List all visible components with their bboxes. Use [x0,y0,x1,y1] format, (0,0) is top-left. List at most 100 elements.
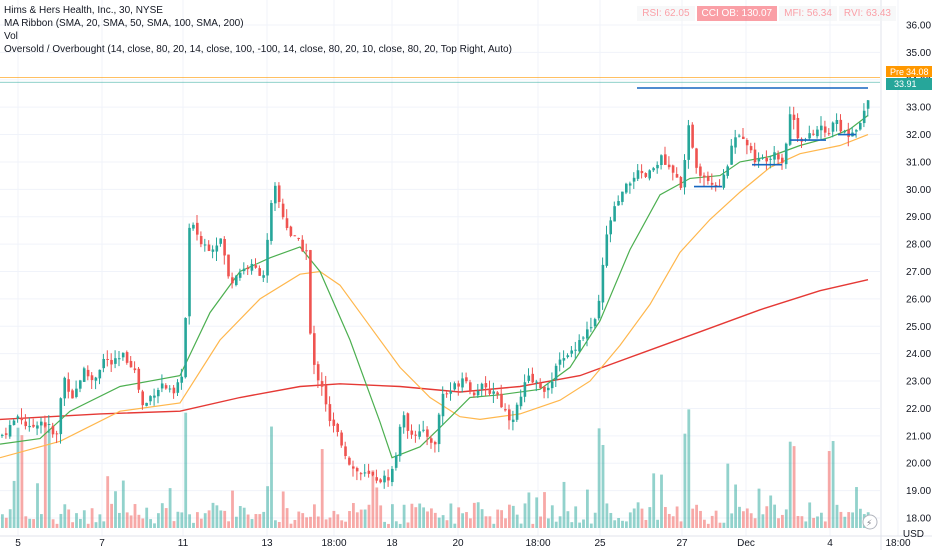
last-price-tag-box [886,78,932,90]
volume-bar [79,518,82,528]
rsi-badge: RSI: 62.05 [637,6,695,21]
sma200-line [0,279,869,421]
price-tag-layer: Pre 34.08 33.91 ⚡ [862,66,932,530]
volume-bar [609,512,613,528]
volume-bar [788,441,792,528]
candle-body [36,425,39,429]
volume-bar [258,514,262,528]
candle-body [277,185,281,202]
volume-bar [309,516,312,528]
y-tick-label: 21.00 [906,431,931,442]
volume-bar [617,518,620,528]
candle-body [765,157,768,162]
replay-icon[interactable] [862,514,878,530]
price-axis[interactable]: 18.00 19.00 20.00 21.00 22.00 23.00 24.00 25.00… [880,0,931,550]
volume-bar [86,523,90,528]
candle-body [207,244,211,252]
volume-bar [461,513,464,528]
volume-bar [328,517,332,528]
volume-bar [211,502,215,528]
volume-bar [628,512,632,528]
candle-body [652,168,655,171]
volume-bar [40,514,43,528]
candle-body [589,327,593,329]
candle-body [16,416,20,419]
candle-body [254,265,258,268]
candle-body [601,264,605,303]
volume-bar [480,509,484,528]
volume-bar [305,517,308,528]
volume-bar [188,514,191,528]
price-line-layer [0,77,880,83]
candle-body [313,333,316,365]
legend-ma-ribbon[interactable]: MA Ribbon (SMA, 20, SMA, 50, SMA, 100, S… [4,18,244,29]
volume-bar [613,520,617,528]
volume-bar [215,505,219,528]
volume-bar [348,511,351,528]
volume-bar [574,506,578,528]
legend-oversold-overbought[interactable]: Oversold / Overbought (14, close, 80, 20… [4,44,512,55]
volume-bar [168,488,172,528]
volume-bar [691,508,695,528]
volume-bar [129,515,133,528]
y-tick-label: 27.00 [906,267,931,278]
volume-bar [219,510,223,528]
pre-tag-label: Pre [890,67,904,77]
volume-bar [714,510,718,528]
candle-body [593,319,597,327]
time-axis[interactable]: 5 7 11 13 18:00 18 20 18:00 25 27 Dec 4 18:00 [0,535,932,549]
candle-body [359,473,363,475]
candle-body [285,218,289,229]
candle-body [79,380,82,389]
candle-body [437,414,441,445]
volume-bar [558,516,562,528]
volume-bar [414,507,418,528]
candle-body [141,391,144,406]
volume-bar [145,507,149,528]
volume-bar [422,507,425,528]
volume-bar [566,511,570,528]
volume-bar [605,503,609,528]
candle-body [149,396,152,402]
candle-body [457,383,460,387]
candle-body [835,119,839,125]
candle-body [476,390,480,396]
legend-symbol[interactable]: Hims & Hers Health, Inc., 30, NYSE [4,5,163,16]
candle-body [145,402,148,406]
candle-body [730,145,733,165]
candle-body [855,130,858,132]
volume-bar [223,510,227,528]
volume-bar [355,512,359,528]
volume-bar [667,513,671,528]
sma50-line [0,134,869,459]
volume-bar [82,510,86,528]
candle-layer [1,99,870,489]
currency-label[interactable]: USD [902,529,924,540]
volume-bar [192,522,195,528]
candle-body [535,381,538,383]
volume-bar [745,508,749,528]
volume-bar [535,497,539,528]
legend-volume[interactable]: Vol [4,31,18,42]
volume-bar [297,511,301,528]
volume-bar [114,491,117,528]
candle-body [106,358,109,360]
y-tick-label: 19.00 [906,486,931,497]
candle-body [820,125,823,131]
candle-body [394,455,398,468]
volume-bar [246,514,250,528]
volume-bar [133,504,137,528]
candle-body [387,477,390,481]
candle-body [172,387,176,394]
candle-body [301,239,304,252]
volume-bar [196,512,199,528]
volume-bar [664,507,667,528]
candle-body [250,263,254,271]
volume-bar [812,517,815,528]
y-tick-label: 23.00 [906,377,931,388]
candle-body [586,329,589,339]
candle-body [371,471,375,476]
volume-bar [539,516,542,528]
candle-body [422,429,425,431]
